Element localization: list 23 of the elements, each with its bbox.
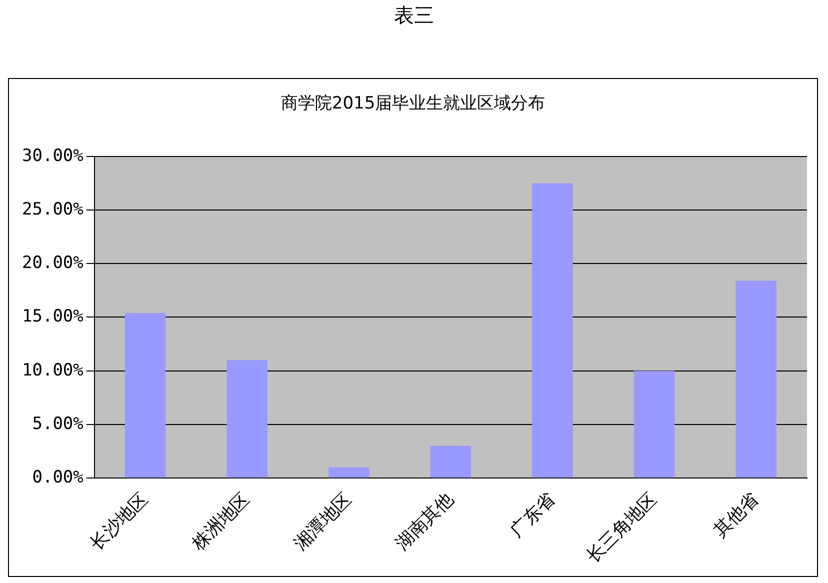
- bar: [328, 467, 370, 478]
- x-tick-label: 长沙地区: [86, 488, 152, 554]
- y-tick-label: 15.00%: [22, 306, 84, 327]
- y-tick-label: 30.00%: [22, 146, 84, 166]
- y-tick-label: 20.00%: [22, 253, 84, 274]
- bar: [124, 312, 166, 478]
- text: 表三: [393, 2, 435, 29]
- x-tick-label: 长三角地区: [582, 488, 662, 568]
- x-tick-label: 广东省: [506, 488, 560, 542]
- bar: [430, 446, 472, 478]
- bar: [226, 360, 268, 478]
- x-tick-label: 株洲地区: [187, 488, 254, 556]
- y-tick-label: 0.00%: [32, 468, 84, 488]
- x-tick-label: 湖南其他: [392, 488, 458, 554]
- y-tick-label: 25.00%: [22, 199, 84, 220]
- bar: [532, 183, 573, 478]
- y-tick-label: 10.00%: [22, 360, 84, 380]
- y-tick-label: 5.00%: [32, 414, 84, 434]
- chart-title: 商学院2015届毕业生就业区域分布: [280, 94, 546, 114]
- bar: [736, 280, 776, 478]
- bar: [634, 370, 675, 478]
- x-tick-label: 其他省: [710, 488, 763, 542]
- x-tick-label: 湘潭地区: [290, 488, 356, 554]
